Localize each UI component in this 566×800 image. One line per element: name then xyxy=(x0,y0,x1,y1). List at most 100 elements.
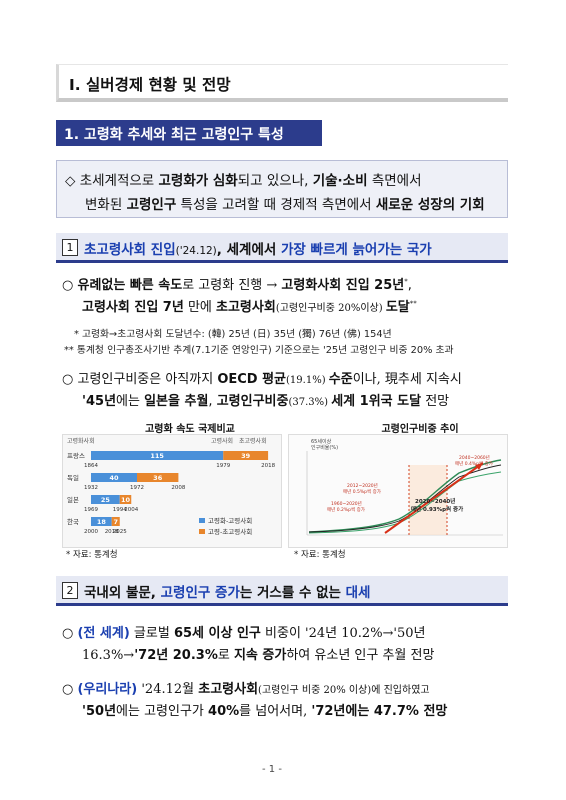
bullet-text: (19.1%) xyxy=(286,375,329,386)
bullet-emph: '50년 xyxy=(82,704,117,719)
bullet-emph: '72년 20.3% xyxy=(134,648,218,663)
bullet-text: 에는 xyxy=(116,394,145,409)
bullet-text: 로 고령화 진행 → xyxy=(182,278,282,293)
chapter-title: Ⅰ. 실버경제 현황 및 전망 xyxy=(69,76,231,94)
chart1-category-label: 한국 xyxy=(67,518,79,526)
summary-box: ◇ 초세계적으로 고령화가 심화되고 있으나, 기술·소비 측면에서 변화된 고… xyxy=(56,160,508,218)
subsection-text: 는 거스를 수 없는 xyxy=(239,585,346,601)
chart2-area: 65세이상 인구비율(%) 1960~2020년 매년 0.2%p씩 증가 20… xyxy=(288,434,508,548)
bullet-text: (37.3%) xyxy=(288,397,332,408)
subsection-emph: 초고령사회 진입 xyxy=(84,242,176,258)
chart2-source: * 자료: 통계청 xyxy=(294,550,346,560)
summary-text: 측면에서 xyxy=(367,173,422,189)
chart1-bar-value: 10 xyxy=(121,496,131,504)
summary-emph: 고령화가 심화 xyxy=(158,173,238,189)
chart1-bar xyxy=(223,451,269,460)
bullet-1-line-2: 고령사회 진입 7년 만에 초고령사회(고령인구비중 20%이상) 도달** xyxy=(82,296,417,315)
bullet-icon: ○ xyxy=(62,682,74,697)
chart1-end-year: 2025 xyxy=(113,529,127,535)
chart1-legend-top2: 고령사회 xyxy=(211,437,233,445)
chart1-bar-value: 36 xyxy=(153,474,163,482)
bullet-3-line-2: 16.3%→'72년 20.3%로 지속 증가하여 유소년 인구 추월 전망 xyxy=(82,644,434,663)
chart1-end-year: 2004 xyxy=(124,507,138,513)
bullet-emph: 초고령사회 xyxy=(198,682,259,697)
chart1-bar xyxy=(91,495,120,504)
bullet-text: , xyxy=(407,278,412,293)
chart1-bar xyxy=(91,473,137,482)
chart1-bar xyxy=(137,473,179,482)
bullet-text: 이나, 現추세 지속시 xyxy=(352,372,462,387)
page-number: - 1 - xyxy=(262,764,282,775)
subsection-emph: 고령인구 증가 xyxy=(160,585,240,601)
footnote-2: ** 통계청 인구총조사기반 추계(7.1기준 연앙인구) 기준으로는 '25년… xyxy=(64,345,454,356)
bullet-2-line-2: '45년에는 일본을 추월, 고령인구비중(37.3%) 세계 1위국 도달 전… xyxy=(82,390,449,409)
chart2-highlight xyxy=(409,465,447,535)
bullet-text: 로 xyxy=(217,648,234,663)
chart1-bar xyxy=(111,517,120,526)
chart2-ann2b: 매년 0.5%p씩 증가 xyxy=(343,488,381,495)
bullet-text: 에는 고령인구가 xyxy=(116,704,209,719)
summary-emph: 새로운 성장의 기회 xyxy=(375,197,485,213)
summary-emph: 기술·소비 xyxy=(312,173,368,189)
chart1-bar-value: 18 xyxy=(97,518,107,526)
chart1-bar-value: 40 xyxy=(109,474,119,482)
chart1-mid-year: 1972 xyxy=(130,485,144,491)
chart2-ann1: 1960~2020년 xyxy=(331,500,362,507)
chart2-ylabel1: 65세이상 xyxy=(311,438,332,445)
bullet-emph: 세계 1위국 도달 xyxy=(331,394,422,409)
bullet-tag: (우리나라) xyxy=(77,682,138,697)
bullet-emph: '45년 xyxy=(82,394,117,409)
subsection-header-2: 2 국내외 불문, 고령인구 증가는 거스를 수 없는 대세 xyxy=(56,576,508,606)
bullet-emph: 지속 증가 xyxy=(233,648,287,663)
bullet-text: 비중이 '24년 10.2%→'50년 xyxy=(260,626,426,641)
chart1-legend1-swatch xyxy=(199,518,205,523)
bullet-emph: 고령사회 진입 7년 xyxy=(82,300,184,315)
chart1-start-year: 2000 xyxy=(84,529,98,535)
summary-text: 초세계적으로 xyxy=(79,173,159,189)
chart1-start-year: 1969 xyxy=(84,507,98,513)
subsection-date: ('24.12) xyxy=(175,245,217,257)
bullet-emph: OECD 평균 xyxy=(217,372,287,387)
summary-text: 특성을 고려할 때 경제적 측면에서 xyxy=(176,197,376,213)
chart1-legend1: 고령화-고령사회 xyxy=(208,516,252,525)
summary-text: 변화된 xyxy=(85,197,127,213)
bullet-icon: ○ xyxy=(62,278,74,293)
chart1-bar xyxy=(119,495,132,504)
chart2-ann2: 2012~2020년 xyxy=(347,482,378,489)
bullet-text: '24.12월 xyxy=(137,682,199,697)
subsection-text: , 세계에서 xyxy=(216,242,281,258)
bullet-text: 를 넘어서며, xyxy=(239,704,312,719)
summary-emph: 고령인구 xyxy=(126,197,177,213)
bullet-emph: 초고령사회 xyxy=(216,300,276,315)
bullet-emph: 65세 이상 인구 xyxy=(173,626,261,641)
bullet-text: 만에 xyxy=(183,300,217,315)
chart1-mid-year: 2018 xyxy=(105,529,119,535)
chart2-band-lower xyxy=(308,471,502,534)
footnote-mark: ** xyxy=(409,299,417,308)
chart1-mid-year: 1979 xyxy=(216,463,230,469)
chapter-header: Ⅰ. 실버경제 현황 및 전망 xyxy=(56,64,508,102)
chart1-bar-value: 115 xyxy=(150,452,164,460)
subsection-title: 국내외 불문, 고령인구 증가는 거스를 수 없는 대세 xyxy=(84,581,370,601)
chart1-title: 고령화 속도 국제비교 xyxy=(145,424,235,435)
bullet-text: 전망 xyxy=(421,394,450,409)
chart2-ann3b: 매년 0.93%p씩 증가 xyxy=(411,505,463,513)
subsection-emph: 가장 빠르게 늙어가는 국가 xyxy=(281,242,432,258)
footnote-1: * 고령화→초고령사회 도달년수: (韓) 25년 (日) 35년 (獨) 76… xyxy=(74,329,392,340)
diamond-icon: ◇ xyxy=(65,173,76,189)
chart2-ann4: 2040~2060년 xyxy=(459,454,490,461)
bullet-icon: ○ xyxy=(62,372,74,387)
chart2-ann3: 2020~2040년 xyxy=(415,497,455,505)
bullet-emph: 수준 xyxy=(328,372,353,387)
chart1-end-year: 2008 xyxy=(171,485,185,491)
subsection-header-1: 1 초고령사회 진입('24.12), 세계에서 가장 빠르게 늙어가는 국가 xyxy=(56,233,508,263)
chart2-arrow-head xyxy=(475,463,483,470)
subsection-number: 1 xyxy=(62,239,78,256)
chart2-ann4b: 매년 0.4%p씩 증가 xyxy=(455,460,493,467)
bullet-text: 고령인구비중은 아직까지 xyxy=(77,372,218,387)
subsection-text: 국내외 불문, xyxy=(84,585,161,601)
bullet-emph: '72년에는 47.7% 전망 xyxy=(311,704,448,719)
chart1-legend-top3: 초고령사회 xyxy=(239,437,267,445)
bullet-4-line-1: ○ (우리나라) '24.12월 초고령사회(고령인구 비중 20% 이상)에 … xyxy=(62,678,430,697)
bullet-text: 16.3%→ xyxy=(82,648,135,663)
